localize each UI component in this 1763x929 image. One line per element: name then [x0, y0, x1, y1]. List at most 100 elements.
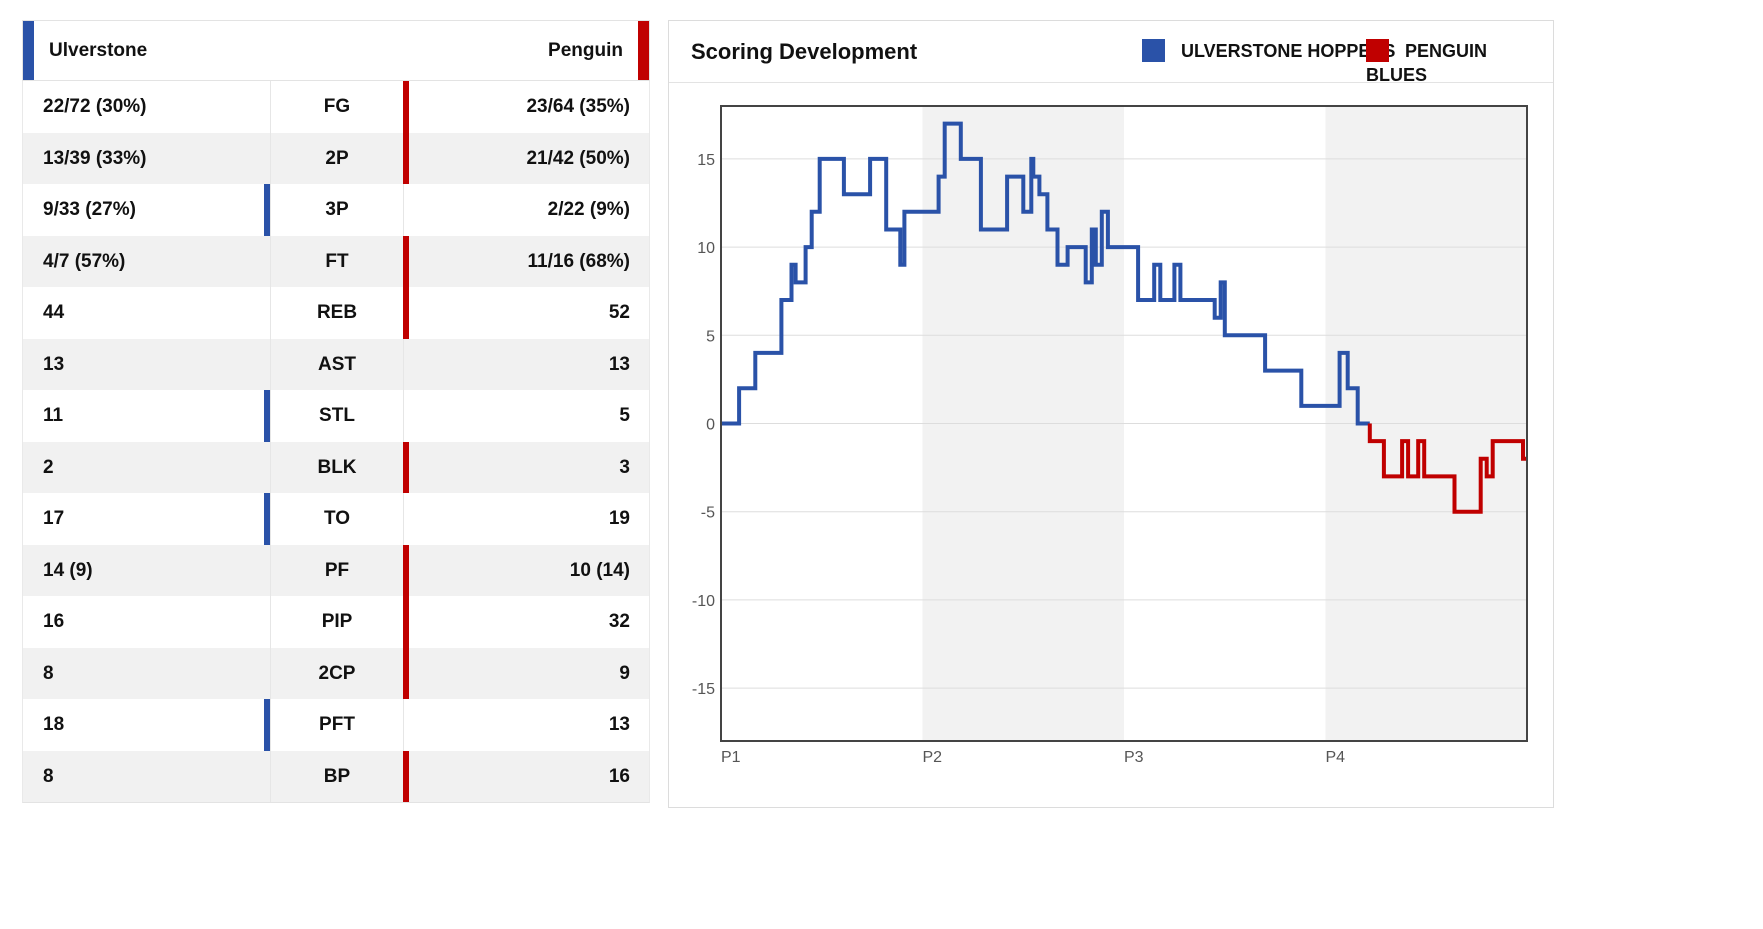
column-divider — [403, 493, 404, 545]
legend-item-away[interactable]: PENGUIN BLUES — [1366, 39, 1553, 85]
scoring-chart: 15 10 5 0 -5 -10 -15 P1 P2 P3 P4 — [692, 105, 1528, 766]
away-leader-marker — [403, 287, 409, 339]
stat-label: AST — [318, 353, 356, 375]
stat-label: REB — [316, 302, 358, 323]
home-leader-marker — [264, 184, 270, 236]
stat-row-reb: 44 REB 52 — [23, 287, 649, 339]
stat-row-pip: 16 PIP 32 — [23, 596, 649, 648]
away-stat-value: 32 — [608, 611, 630, 632]
home-lead-line — [721, 121, 1370, 426]
column-divider — [403, 699, 404, 751]
chart-title: Scoring Development — [691, 39, 918, 64]
home-color-bar — [23, 21, 34, 80]
away-color-bar — [638, 21, 649, 80]
stat-row-ft: 4/7 (57%) FT 11/16 (68%) — [23, 235, 649, 287]
away-stat-value: 11/16 (68%) — [527, 250, 630, 272]
stat-label: 2CP — [318, 662, 356, 684]
away-leader-marker — [403, 235, 409, 287]
scoring-development-panel: Scoring Development ULVERSTONE HOPPERS P… — [668, 20, 1554, 808]
home-stat-value: 17 — [43, 508, 65, 529]
column-divider — [270, 596, 271, 648]
column-divider — [403, 184, 404, 236]
home-stat-value: 14 (9) — [43, 559, 93, 581]
column-divider — [270, 132, 271, 184]
stat-label: FG — [323, 96, 351, 117]
away-leader-marker — [403, 596, 409, 648]
stat-row-to: 17 TO 19 — [23, 493, 649, 545]
home-leader-marker — [264, 390, 270, 442]
table-header: Ulverstone Penguin — [22, 20, 650, 81]
chart-header: Scoring Development ULVERSTONE HOPPERS P… — [669, 21, 1553, 85]
y-tick-label: 15 — [697, 152, 715, 169]
column-divider — [270, 544, 271, 596]
home-leader-marker — [264, 493, 270, 545]
away-stat-value: 9 — [619, 662, 630, 684]
away-stat-value: 2/22 (9%) — [547, 199, 630, 220]
away-leader-marker — [403, 544, 409, 596]
legend-swatch-home — [1142, 39, 1165, 62]
y-tick-label: 10 — [697, 240, 715, 257]
x-tick-label: P2 — [923, 749, 943, 766]
stat-row-blk: 2 BLK 3 — [23, 441, 649, 493]
stat-row-pf: 14 (9) PF 10 (14) — [23, 544, 649, 596]
home-leader-marker — [264, 699, 270, 751]
stat-row-stl: 11 STL 5 — [23, 390, 649, 442]
home-stat-value: 9/33 (27%) — [43, 199, 136, 220]
legend-swatch-away — [1366, 39, 1389, 62]
home-stat-value: 13/39 (33%) — [43, 147, 147, 169]
y-tick-label: 5 — [706, 328, 715, 345]
stat-label: STL — [319, 405, 355, 426]
stat-label: FT — [325, 250, 349, 272]
stat-rows: 22/72 (30%) FG 23/64 (35%) 13/39 (33%) 2P 21/… — [22, 81, 650, 803]
away-leader-marker — [403, 441, 409, 493]
column-divider — [270, 647, 271, 699]
column-divider — [270, 184, 271, 236]
column-divider — [270, 235, 271, 287]
stat-label: PIP — [321, 611, 353, 632]
y-tick-label: -5 — [701, 505, 715, 522]
away-lead-line — [1367, 423, 1527, 514]
column-divider — [270, 441, 271, 493]
team-stats-table: Ulverstone Penguin 22/72 (30%) FG 23/64 (3… — [22, 20, 650, 803]
stat-label: 3P — [325, 199, 349, 220]
away-stat-value: 21/42 (50%) — [526, 147, 630, 169]
legend-item-home[interactable]: ULVERSTONE HOPPERS — [1142, 39, 1395, 63]
away-stat-value: 13 — [608, 353, 630, 375]
home-stat-value: 8 — [43, 765, 54, 787]
stat-row-fg: 22/72 (30%) FG 23/64 (35%) — [23, 81, 649, 133]
away-stat-value: 3 — [619, 456, 630, 478]
stat-row-pft: 18 PFT 13 — [23, 699, 649, 751]
y-tick-label: -15 — [692, 681, 715, 698]
stat-row-ast: 13 AST 13 — [23, 338, 649, 390]
x-tick-label: P3 — [1124, 749, 1144, 766]
away-team-name: Penguin — [548, 40, 623, 61]
away-leader-marker — [403, 132, 409, 184]
stat-row-2cp: 8 2CP 9 — [23, 647, 649, 699]
away-stat-value: 5 — [619, 405, 630, 426]
stat-label: BLK — [317, 456, 357, 478]
stat-label: BP — [323, 765, 351, 787]
home-stat-value: 13 — [43, 353, 65, 375]
away-stat-value: 23/64 (35%) — [526, 96, 630, 117]
home-stat-value: 44 — [43, 302, 65, 323]
column-divider — [403, 390, 404, 442]
away-leader-marker — [403, 81, 409, 133]
away-stat-value: 10 (14) — [569, 559, 630, 581]
stat-label: PF — [324, 559, 350, 581]
legend-label-home: ULVERSTONE HOPPERS — [1181, 41, 1396, 61]
legend-label-away: PENGUIN BLUES — [1366, 41, 1488, 85]
away-stat-value: 52 — [608, 302, 630, 323]
plot-frame — [720, 105, 1528, 742]
x-tick-label: P1 — [721, 749, 741, 766]
y-tick-label: 0 — [706, 417, 715, 434]
x-tick-label: P4 — [1326, 749, 1346, 766]
stat-row-bp: 8 BP 16 — [23, 750, 649, 802]
column-divider — [270, 81, 271, 133]
stat-row-3p: 9/33 (27%) 3P 2/22 (9%) — [23, 184, 649, 236]
column-divider — [270, 493, 271, 545]
away-stat-value: 16 — [608, 765, 630, 787]
away-leader-marker — [403, 750, 409, 802]
home-stat-value: 22/72 (30%) — [43, 96, 147, 117]
home-stat-value: 8 — [43, 662, 54, 684]
y-tick-label: -10 — [692, 593, 715, 610]
